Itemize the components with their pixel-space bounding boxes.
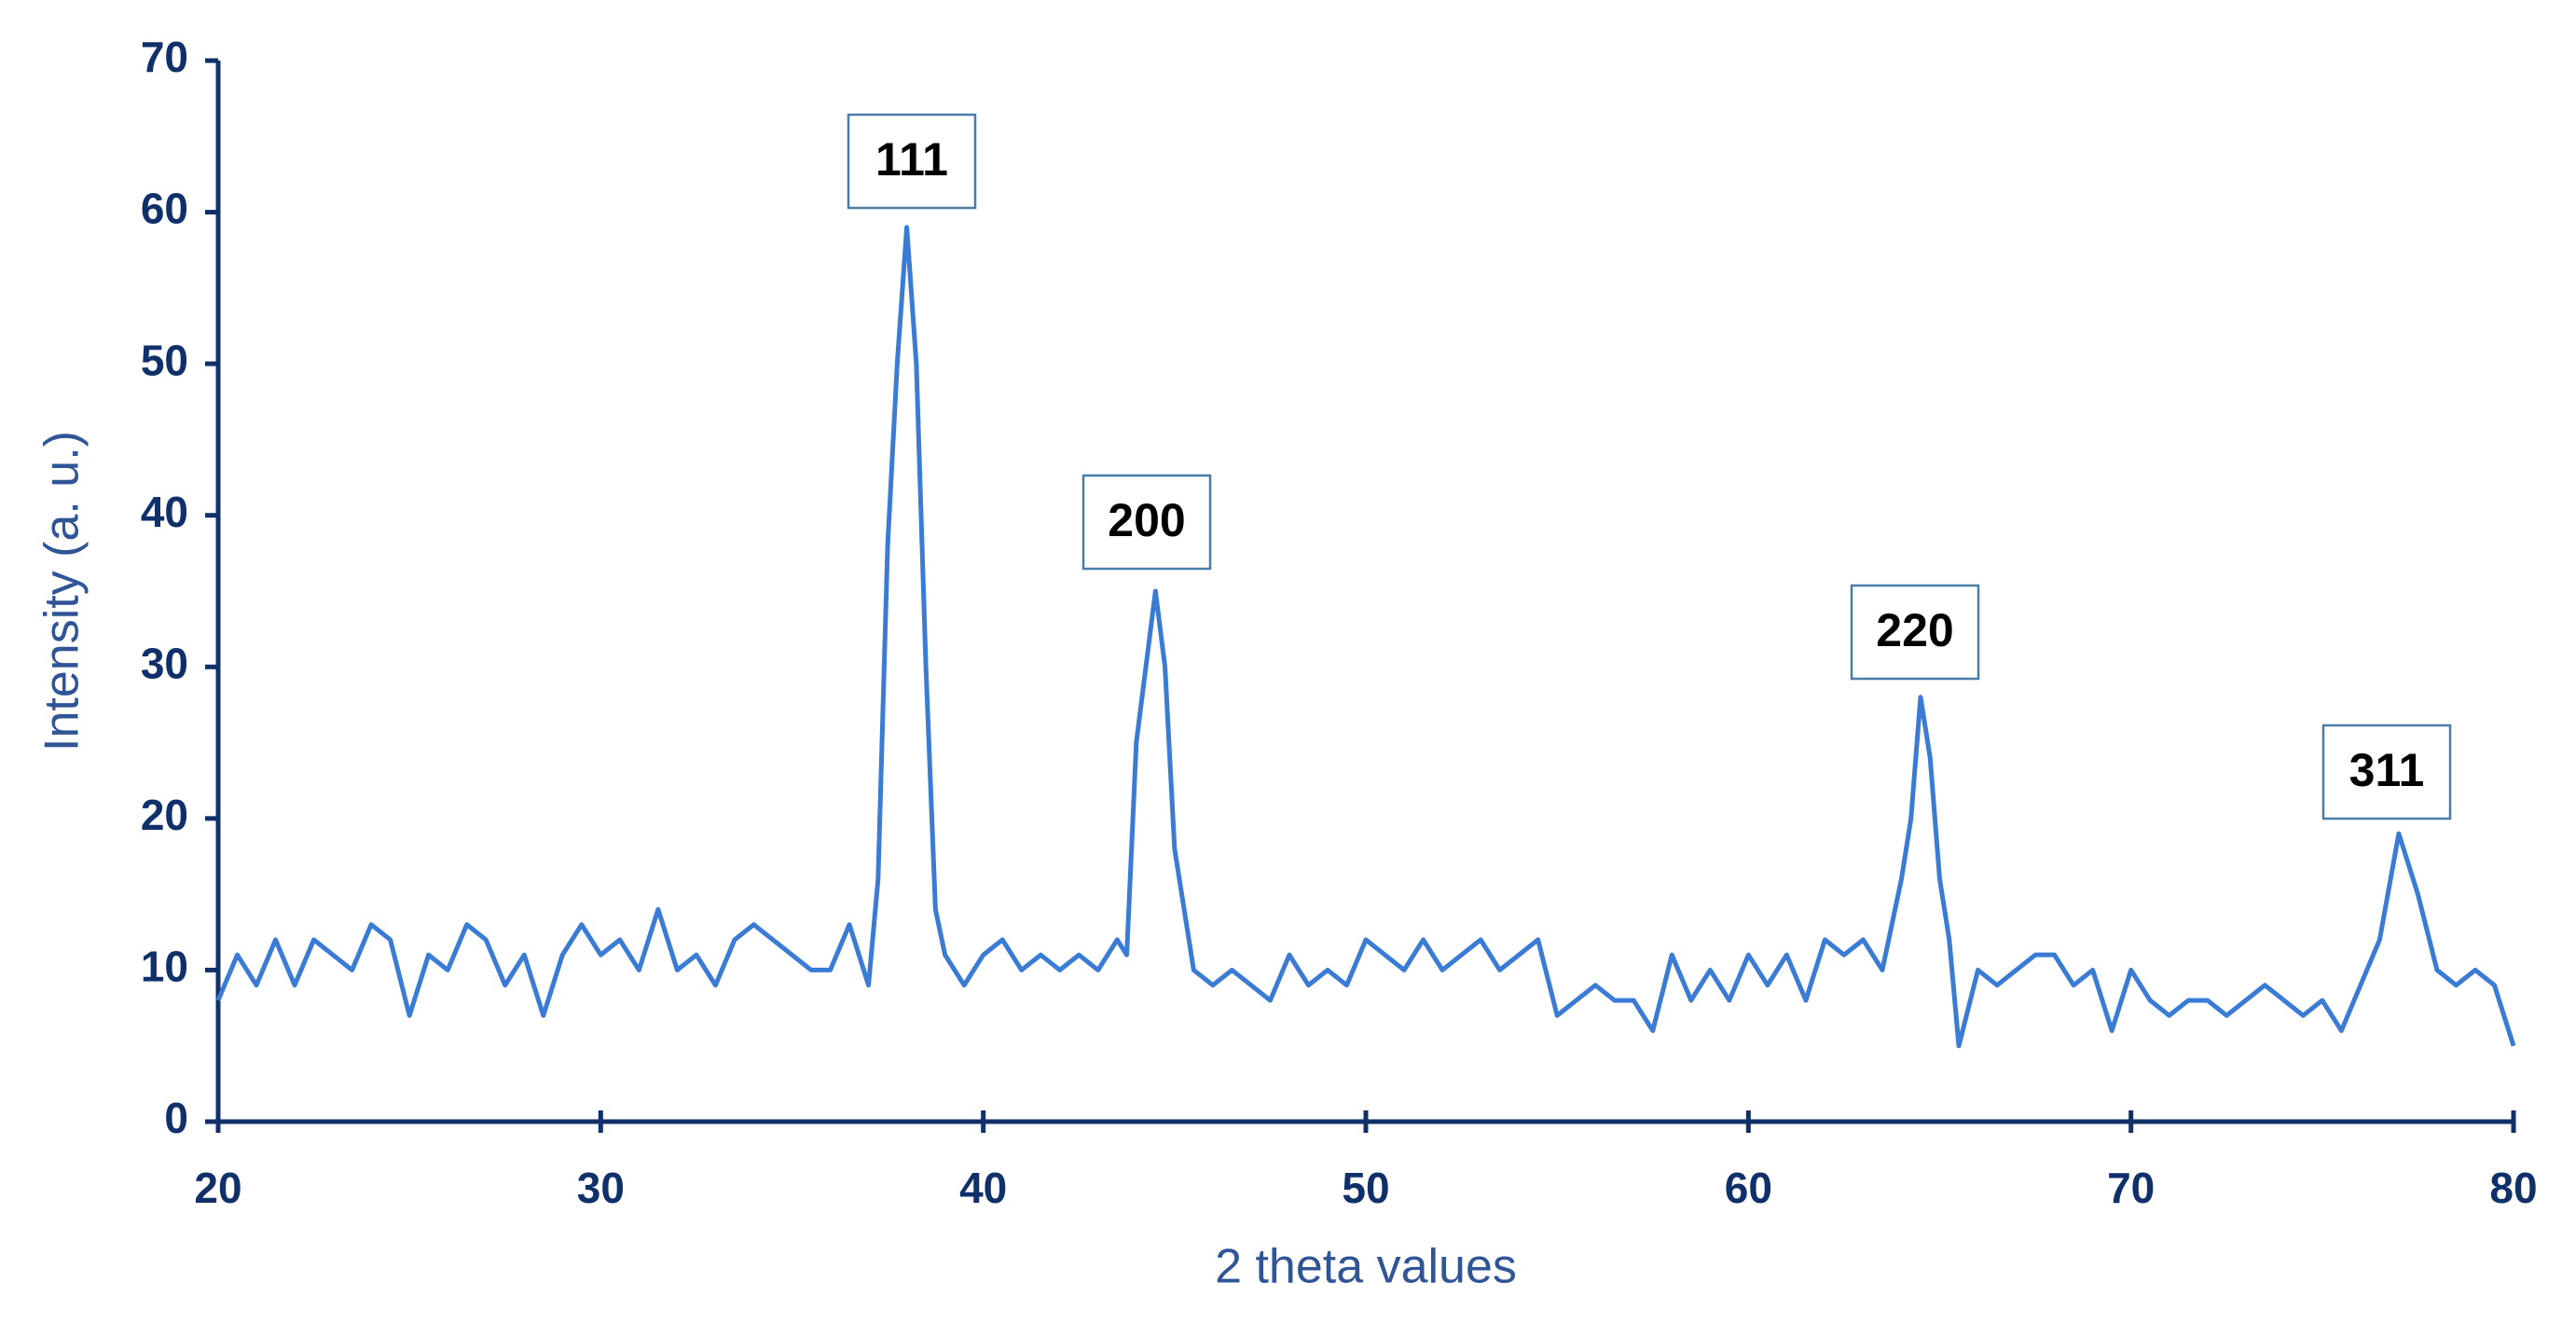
x-tick-label: 70 [2107, 1164, 2155, 1212]
y-tick-label: 70 [141, 33, 188, 81]
x-tick-label: 40 [959, 1164, 1007, 1212]
y-tick-label: 50 [141, 336, 188, 384]
y-tick-label: 10 [141, 943, 188, 991]
x-tick-label: 50 [1342, 1164, 1389, 1212]
annotation-box [1850, 584, 1980, 681]
y-axis-title: Intensity (a. u.) [35, 431, 90, 751]
annotation: 111 [875, 133, 948, 186]
y-tick-label: 60 [141, 185, 188, 233]
annotation-box [2321, 724, 2452, 820]
x-tick-label: 20 [194, 1164, 241, 1212]
annotation: 220 [1876, 604, 1953, 656]
annotation-box [847, 113, 977, 210]
y-tick-label: 0 [164, 1094, 188, 1142]
y-tick-label: 40 [141, 488, 188, 536]
annotation-box [1081, 474, 1212, 571]
annotation: 200 [1108, 494, 1185, 546]
y-tick-label: 30 [141, 639, 188, 687]
y-tick-label: 20 [141, 791, 188, 839]
x-tick-label: 30 [577, 1164, 625, 1212]
annotation: 311 [2349, 744, 2425, 796]
x-tick-label: 80 [2489, 1164, 2537, 1212]
data-line [215, 225, 2516, 1049]
x-axis-title: 2 theta values [1215, 1240, 1517, 1294]
x-tick-label: 60 [1725, 1164, 1772, 1212]
